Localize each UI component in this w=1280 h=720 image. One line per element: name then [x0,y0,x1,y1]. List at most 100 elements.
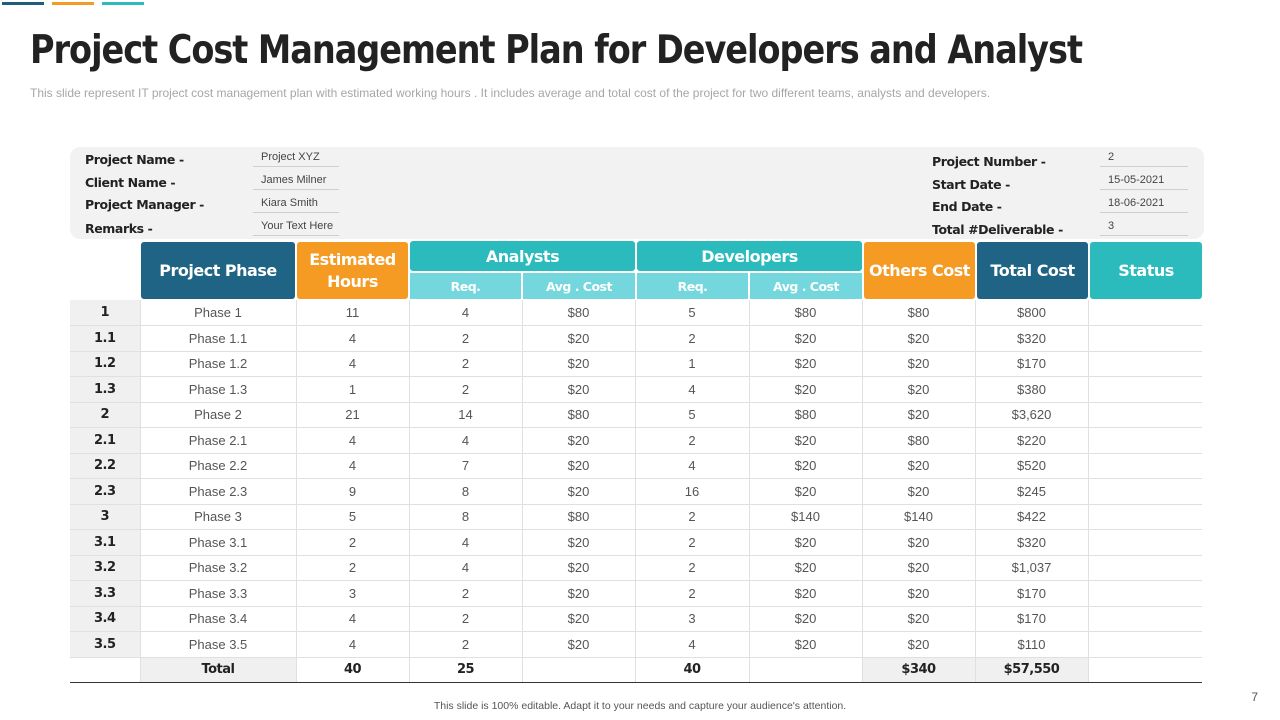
developers-req: 2 [635,580,750,607]
remarks-value[interactable]: Your Text Here [253,220,339,236]
table-row: 2.3 Phase 2.3 9 8 $20 16 $20 $20 $245 [70,478,1202,505]
row-index: 3.4 [70,606,141,632]
analysts-avg-cost: $20 [522,427,636,454]
project-number-value[interactable]: 2 [1100,151,1188,167]
row-index: 3.5 [70,631,141,658]
total-cost: $422 [975,504,1089,530]
project-name-value[interactable]: Project XYZ [253,151,339,167]
analysts-req: 4 [409,300,523,326]
status-cell[interactable] [1088,606,1202,632]
row-index: 3.1 [70,529,141,556]
page-number: 7 [1251,690,1258,704]
project-manager-value[interactable]: Kiara Smith [253,197,339,213]
analysts-req: 8 [409,504,523,530]
analysts-avg-cost: $20 [522,606,636,632]
accent-bar-blue [2,2,44,5]
phase-name: Phase 3.4 [140,606,297,632]
status-cell[interactable] [1088,351,1202,377]
client-name-value[interactable]: James Milner [253,174,339,190]
status-cell[interactable] [1088,478,1202,505]
developers-avg-cost: $20 [749,631,863,658]
developers-req: 2 [635,427,750,454]
developers-avg-cost: $20 [749,606,863,632]
estimated-hours: 3 [296,580,410,607]
others-cost: $20 [862,478,976,505]
developers-req: 1 [635,351,750,377]
status-cell[interactable] [1088,580,1202,607]
status-cell[interactable] [1088,402,1202,428]
analysts-avg-cost: $20 [522,376,636,403]
end-date-value[interactable]: 18-06-2021 [1100,197,1188,213]
others-cost: $20 [862,580,976,607]
estimated-hours: 4 [296,427,410,454]
header-developers: Developers [637,241,862,271]
analysts-avg-cost: $20 [522,555,636,581]
total-cost: $3,620 [975,402,1089,428]
header-others-cost: Others Cost [864,242,975,299]
developers-req: 16 [635,478,750,505]
table-row: 3 Phase 3 5 8 $80 2 $140 $140 $422 [70,504,1202,530]
row-index: 1.3 [70,376,141,403]
estimated-hours: 9 [296,478,410,505]
phase-name: Phase 3.2 [140,555,297,581]
start-date-label: Start Date - [932,177,1010,192]
developers-req: 2 [635,529,750,556]
total-cost: $170 [975,606,1089,632]
status-cell[interactable] [1088,376,1202,403]
total-others-cost: $340 [862,656,976,683]
total-cost: $1,037 [975,555,1089,581]
status-cell[interactable] [1088,555,1202,581]
row-index: 2.1 [70,427,141,454]
analysts-req: 2 [409,580,523,607]
status-cell[interactable] [1088,453,1202,479]
developers-avg-cost: $20 [749,529,863,556]
total-deliverable-value[interactable]: 3 [1100,220,1188,236]
phase-name: Phase 2.3 [140,478,297,505]
status-cell[interactable] [1088,529,1202,556]
row-index: 3.2 [70,555,141,581]
developers-avg-cost: $20 [749,351,863,377]
header-estimated-hours: Estimated Hours [297,242,408,299]
others-cost: $20 [862,453,976,479]
status-cell[interactable] [1088,325,1202,352]
developers-avg-cost: $20 [749,325,863,352]
estimated-hours: 4 [296,351,410,377]
table-row: 3.2 Phase 3.2 2 4 $20 2 $20 $20 $1,037 [70,555,1202,581]
header-project-phase: Project Phase [141,242,295,299]
analysts-req: 4 [409,555,523,581]
developers-avg-cost: $80 [749,402,863,428]
developers-avg-cost: $20 [749,580,863,607]
status-cell[interactable] [1088,427,1202,454]
page-subtitle: This slide represent IT project cost man… [30,86,991,100]
phase-name: Phase 1.1 [140,325,297,352]
estimated-hours: 4 [296,606,410,632]
analysts-avg-cost: $20 [522,580,636,607]
analysts-req: 4 [409,427,523,454]
phase-name: Phase 2.1 [140,427,297,454]
remarks-label: Remarks - [85,221,153,236]
status-cell[interactable] [1088,300,1202,326]
status-cell[interactable] [1088,504,1202,530]
start-date-value[interactable]: 15-05-2021 [1100,174,1188,190]
developers-req: 2 [635,504,750,530]
total-cost: $170 [975,351,1089,377]
row-index: 2.3 [70,478,141,505]
status-cell[interactable] [1088,631,1202,658]
client-name-label: Client Name - [85,175,176,190]
others-cost: $80 [862,427,976,454]
total-cost: $245 [975,478,1089,505]
others-cost: $20 [862,402,976,428]
table-row: 2.2 Phase 2.2 4 7 $20 4 $20 $20 $520 [70,453,1202,479]
analysts-avg-cost: $20 [522,529,636,556]
header-developers-req: Req. [637,273,748,299]
developers-req: 4 [635,376,750,403]
row-index: 2.2 [70,453,141,479]
phase-name: Phase 3.1 [140,529,297,556]
others-cost: $140 [862,504,976,530]
developers-avg-cost: $140 [749,504,863,530]
header-analysts: Analysts [410,241,635,271]
project-manager-label: Project Manager - [85,197,204,212]
estimated-hours: 2 [296,555,410,581]
estimated-hours: 5 [296,504,410,530]
table-row: 2 Phase 2 21 14 $80 5 $80 $20 $3,620 [70,402,1202,428]
